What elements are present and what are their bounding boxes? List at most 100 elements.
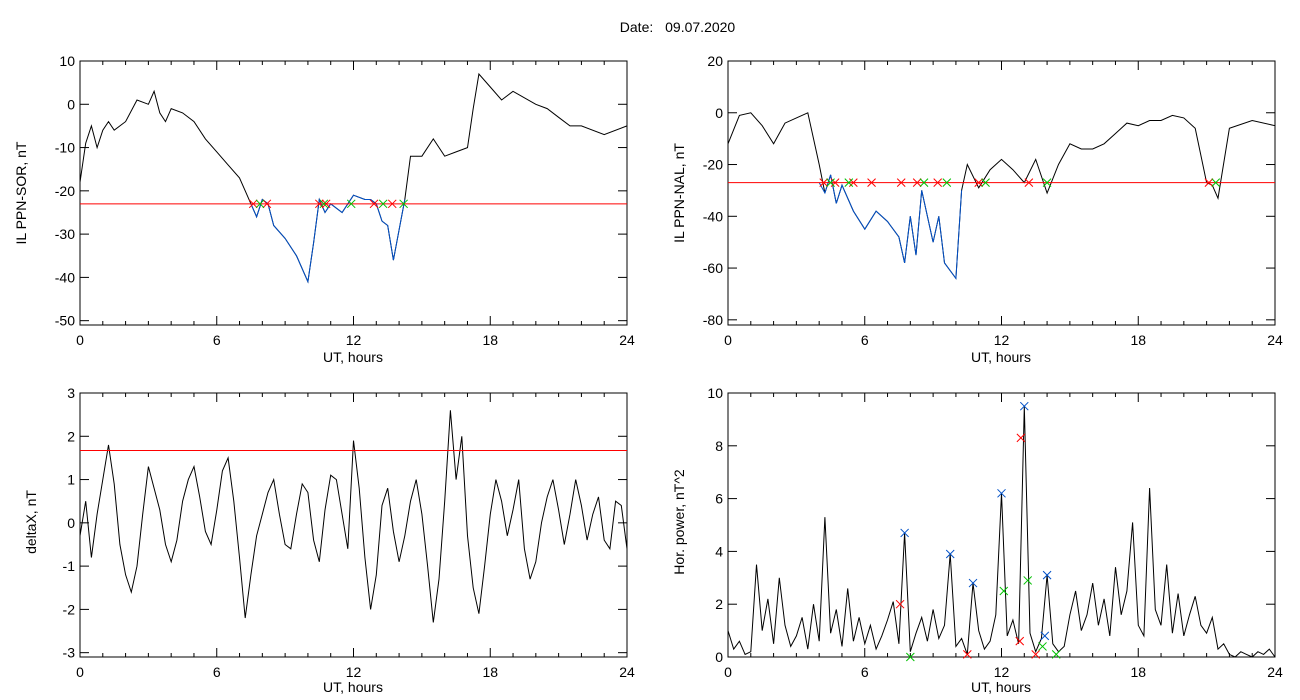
highlight-series-line — [250, 194, 406, 284]
marker-red — [849, 178, 858, 188]
y-tick-label: -1 — [63, 558, 76, 574]
marker-green — [1038, 642, 1047, 651]
y-tick-label: 10 — [59, 53, 75, 69]
x-tick-label: 18 — [1130, 332, 1146, 348]
y-tick-label: 3 — [67, 385, 75, 401]
y-tick-label: -20 — [55, 183, 75, 199]
marker-stroke — [830, 178, 840, 188]
marker-stroke — [900, 528, 909, 538]
marker-stroke — [981, 178, 990, 188]
y-tick-label: 0 — [715, 649, 723, 665]
marker-blue — [1019, 401, 1029, 411]
marker-blue — [1040, 631, 1050, 641]
marker-stroke — [248, 199, 258, 209]
marker-red — [974, 178, 984, 188]
x-tick-label: 18 — [1130, 664, 1146, 680]
y-tick-label: -80 — [703, 312, 723, 328]
marker-red — [387, 199, 397, 209]
xlabel-il-nal: UT, hours — [971, 349, 1031, 365]
marker-green — [981, 178, 990, 188]
ylabel-il-sor: IL PPN-SOR, nT — [13, 141, 29, 244]
marker-stroke — [346, 199, 356, 209]
plot-frame — [79, 60, 628, 326]
ylabel-il-nal: IL PPN-NAL, nT — [671, 143, 687, 243]
marker-stroke — [1016, 433, 1026, 443]
y-tick-label: 20 — [707, 53, 723, 69]
x-tick-label: 12 — [346, 664, 362, 680]
y-tick-label: -20 — [703, 157, 723, 173]
y-tick-label: 0 — [67, 515, 75, 531]
marker-red — [1204, 178, 1214, 188]
x-tick-label: 6 — [213, 664, 221, 680]
marker-stroke — [919, 178, 929, 188]
marker-red — [1031, 650, 1041, 659]
marker-green — [319, 199, 329, 209]
marker-stroke — [819, 178, 829, 188]
marker-stroke — [255, 199, 265, 209]
marker-green — [1051, 650, 1061, 659]
marker-stroke — [968, 578, 978, 588]
y-tick-label: -3 — [63, 645, 76, 661]
highlight-series-line — [818, 174, 963, 280]
marker-green — [346, 199, 356, 209]
panel-il-sor: IL PPN-SOR, nT UT, hours 0 6 12 18 24 10 0 -10 -… — [13, 53, 635, 365]
marker-stroke — [314, 199, 324, 209]
data-series-line — [79, 72, 628, 284]
marker-stroke — [1051, 650, 1061, 659]
marker-red — [819, 178, 829, 188]
marker-stroke — [999, 586, 1009, 596]
marker-blue — [945, 549, 955, 559]
marker-stroke — [942, 178, 952, 188]
marker-stroke — [321, 199, 331, 209]
marker-red — [314, 199, 324, 209]
marker-red — [1024, 178, 1034, 188]
panel-delta-x: deltaX, nT UT, hours 0 6 12 18 24 3 2 1 0 -1 -2 -3 — [23, 385, 635, 695]
marker-green — [1023, 576, 1033, 585]
marker-red — [896, 178, 906, 188]
x-tick-label: 12 — [994, 664, 1010, 680]
xlabel-il-sor: UT, hours — [323, 349, 383, 365]
marker-red — [1015, 636, 1025, 646]
panel-hor-power: Hor. power, nT^2 UT, hours 0 6 12 18 24 10 8 6 4… — [671, 385, 1283, 695]
marker-red — [962, 650, 972, 659]
marker-stroke — [912, 178, 922, 188]
marker-stroke — [387, 199, 397, 209]
y-tick-label: 2 — [67, 428, 75, 444]
marker-stroke — [1015, 636, 1025, 646]
x-tick-label: 6 — [213, 332, 221, 348]
marker-stroke — [1042, 178, 1052, 188]
marker-blue — [997, 488, 1006, 498]
marker-stroke — [1019, 401, 1029, 411]
panel-il-nal: IL PPN-NAL, nT UT, hours 0 6 12 18 24 20 0 -20 -… — [671, 53, 1283, 365]
marker-stroke — [849, 178, 858, 188]
marker-red — [895, 599, 905, 609]
marker-red — [369, 199, 379, 209]
x-tick-label: 18 — [482, 332, 498, 348]
marker-stroke — [1042, 570, 1052, 580]
y-tick-label: 2 — [715, 596, 723, 612]
marker-stroke — [378, 199, 388, 209]
marker-stroke — [1023, 576, 1033, 585]
marker-green — [844, 178, 854, 188]
marker-stroke — [1031, 650, 1041, 659]
x-tick-label: 24 — [1267, 332, 1283, 348]
marker-blue — [968, 578, 978, 588]
marker-red — [867, 178, 876, 188]
y-tick-label: 0 — [715, 105, 723, 121]
y-tick-label: 4 — [715, 543, 723, 559]
ylabel-hor-power: Hor. power, nT^2 — [671, 469, 687, 575]
marker-red — [248, 199, 258, 209]
marker-stroke — [962, 650, 972, 659]
x-tick-label: 24 — [1267, 664, 1283, 680]
y-tick-label: -30 — [55, 226, 75, 242]
marker-stroke — [945, 549, 955, 559]
marker-stroke — [1024, 178, 1034, 188]
marker-blue — [1042, 570, 1052, 580]
marker-stroke — [895, 599, 905, 609]
date-title: Date: 09.07.2020 — [0, 19, 1300, 35]
date-value: 09.07.2020 — [665, 19, 736, 35]
x-tick-label: 12 — [994, 332, 1010, 348]
marker-green — [255, 199, 265, 209]
x-tick-label: 0 — [76, 664, 84, 680]
marker-red — [1016, 433, 1026, 443]
